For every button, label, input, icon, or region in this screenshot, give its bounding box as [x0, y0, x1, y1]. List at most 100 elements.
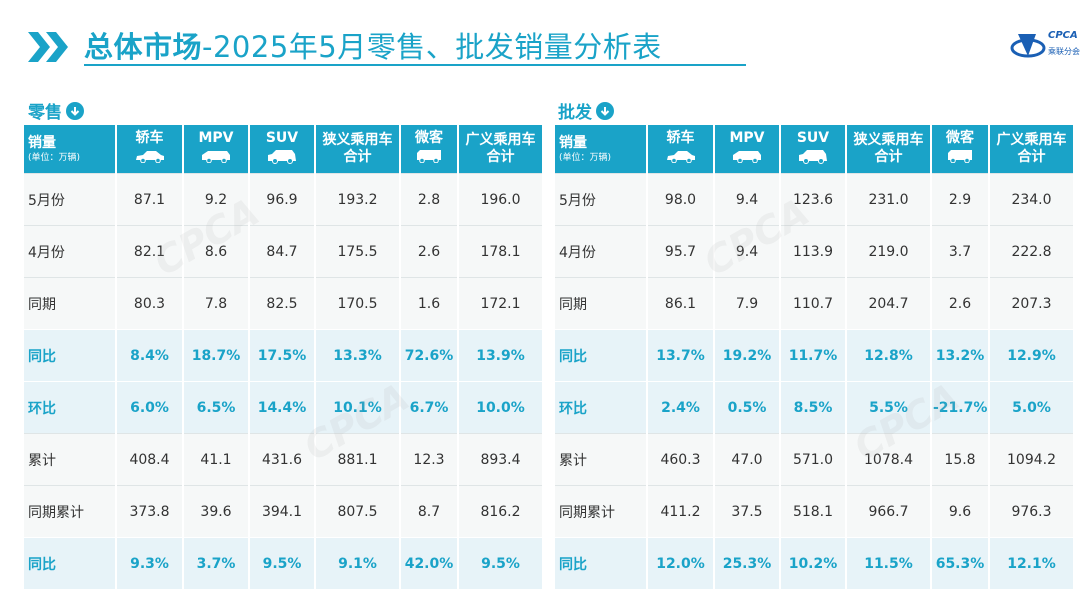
column-header: SUV: [249, 125, 315, 174]
table-cell: 42.0%: [400, 538, 458, 589]
table-cell: 25.3%: [714, 538, 780, 589]
column-header-label: MPV: [186, 130, 246, 147]
table-cell: 881.1: [315, 434, 400, 486]
table-cell: 9.4: [714, 174, 780, 226]
unit-label: (单位：万辆): [559, 152, 644, 164]
title-underline: [84, 64, 746, 66]
table-cell: 13.9%: [458, 330, 542, 382]
table-cell: -21.7%: [931, 382, 989, 434]
row-label: 同期: [555, 278, 647, 330]
column-header-label: 广义乘用车合计: [997, 132, 1067, 166]
column-header-label: 微客: [403, 130, 455, 147]
table-cell: 13.3%: [315, 330, 400, 382]
row-label: 同比: [555, 538, 647, 589]
table-cell: 5.0%: [989, 382, 1073, 434]
table-cell: 7.8: [183, 278, 249, 330]
table-cell: 394.1: [249, 486, 315, 538]
down-arrow-icon: [596, 102, 614, 120]
column-header: 狭义乘用车合计: [315, 125, 400, 174]
table-cell: 172.1: [458, 278, 542, 330]
column-header: 狭义乘用车合计: [846, 125, 931, 174]
suv-icon: [783, 149, 843, 169]
table-cell: 19.2%: [714, 330, 780, 382]
minivan-icon: [403, 149, 455, 168]
column-header-label: 轿车: [119, 130, 180, 147]
unit-label: (单位：万辆): [28, 152, 113, 164]
table-cell: 204.7: [846, 278, 931, 330]
table-cell: 7.9: [714, 278, 780, 330]
column-header: 广义乘用车合计: [989, 125, 1073, 174]
table-cell: 17.5%: [249, 330, 315, 382]
column-header-label: 销量: [559, 135, 644, 152]
table-cell: 9.5%: [249, 538, 315, 589]
column-header: MPV: [714, 125, 780, 174]
table-cell: 37.5: [714, 486, 780, 538]
column-header-label: 广义乘用车合计: [466, 132, 536, 166]
column-header: SUV: [780, 125, 846, 174]
mpv-icon: [717, 149, 777, 168]
table-cell: 11.7%: [780, 330, 846, 382]
sedan-icon: [650, 149, 711, 168]
row-label: 同期累计: [24, 486, 116, 538]
row-label: 同比: [24, 330, 116, 382]
table-cell: 219.0: [846, 226, 931, 278]
column-header: MPV: [183, 125, 249, 174]
double-chevron-icon: [28, 32, 74, 62]
table-cell: 86.1: [647, 278, 714, 330]
table-cell: 12.3: [400, 434, 458, 486]
table-cell: 98.0: [647, 174, 714, 226]
page-header: 总体市场-2025年5月零售、批发销量分析表 CPCA 乘联分会: [28, 22, 1058, 72]
row-label: 环比: [555, 382, 647, 434]
column-header: 广义乘用车合计: [458, 125, 542, 174]
table-cell: 1094.2: [989, 434, 1073, 486]
table-cell: 571.0: [780, 434, 846, 486]
table-cell: 411.2: [647, 486, 714, 538]
table-cell: 5.5%: [846, 382, 931, 434]
row-label: 环比: [24, 382, 116, 434]
table-cell: 47.0: [714, 434, 780, 486]
table-cell: 966.7: [846, 486, 931, 538]
logo-text: CPCA: [1048, 30, 1078, 41]
down-arrow-icon: [66, 102, 84, 120]
cpca-emblem-icon: [1010, 28, 1046, 62]
table-cell: 9.2: [183, 174, 249, 226]
table-cell: 10.1%: [315, 382, 400, 434]
table-cell: 41.1: [183, 434, 249, 486]
table-cell: 113.9: [780, 226, 846, 278]
table-cell: 0.5%: [714, 382, 780, 434]
column-header: 微客: [400, 125, 458, 174]
retail-section-label: 零售: [28, 98, 84, 123]
wholesale-section-label: 批发: [558, 98, 614, 123]
column-header-label: 销量: [28, 135, 113, 152]
row-label: 4月份: [24, 226, 116, 278]
retail-label-text: 零售: [28, 98, 62, 123]
table-cell: 123.6: [780, 174, 846, 226]
column-header: 销量(单位：万辆): [24, 125, 116, 174]
table-cell: 193.2: [315, 174, 400, 226]
column-header-label: MPV: [717, 130, 777, 147]
table-cell: 8.5%: [780, 382, 846, 434]
table-cell: 6.0%: [116, 382, 183, 434]
table-cell: 816.2: [458, 486, 542, 538]
table-cell: 1078.4: [846, 434, 931, 486]
row-label: 同期: [24, 278, 116, 330]
row-label: 同期累计: [555, 486, 647, 538]
sedan-icon: [119, 149, 180, 168]
suv-icon: [252, 149, 312, 169]
table-cell: 2.9: [931, 174, 989, 226]
table-cell: 39.6: [183, 486, 249, 538]
table-cell: 9.1%: [315, 538, 400, 589]
